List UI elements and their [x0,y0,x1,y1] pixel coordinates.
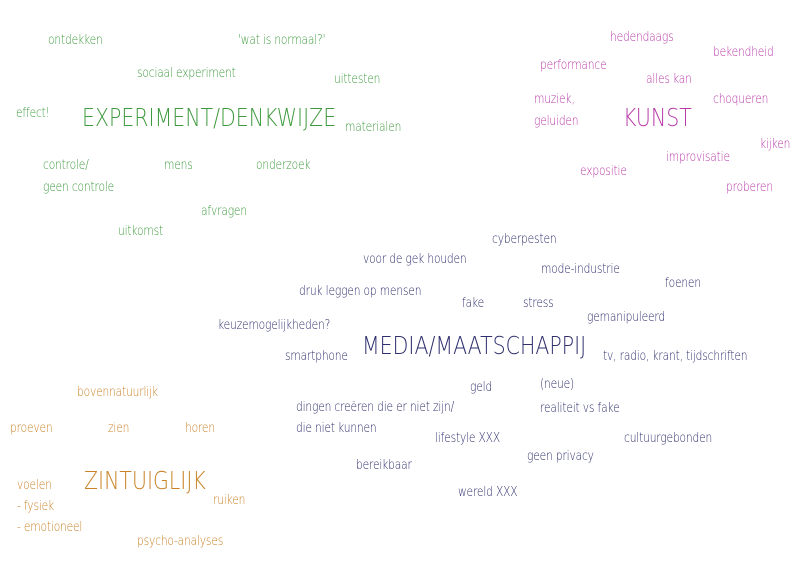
word-die-niet-kunnen: die niet kunnen [296,421,377,436]
word-keuzemogelijkheden: keuzemogelijkheden? [218,318,331,333]
word-afvragen: afvragen [201,204,247,219]
word-fysiek: - fysiek [17,499,55,514]
word-muziek: muziek, [534,92,575,107]
cluster-title-media: MEDIA/MAATSCHAPPIJ [362,331,587,360]
word-geen-controle: geen controle [43,180,115,195]
word-ontdekken: ontdekken [48,33,103,48]
word-bereikbaar: bereikbaar [356,458,412,473]
word-emotioneel: - emotioneel [17,520,83,535]
word-expositie: expositie [580,164,627,179]
word-ruiken: ruiken [213,493,246,508]
cluster-title-kunst: KUNST [623,103,692,132]
word-choqueren: choqueren [713,92,769,107]
word-bovennatuurlijk: bovennatuurlijk [77,385,158,400]
word-cyberpesten: cyberpesten [492,232,557,247]
word-controle: controle/ [43,158,89,173]
word-kijken: kijken [760,137,791,152]
word-gemanipuleerd: gemanipuleerd [587,310,666,325]
word-performance: performance [540,58,607,73]
word-tv-radio-krant: tv, radio, krant, tijdschriften [603,349,748,364]
word-proberen: proberen [726,180,773,195]
cluster-title-experiment: EXPERIMENT/DENKWIJZE [82,103,337,132]
word-mens: mens [164,158,193,173]
word-uittesten: uittesten [334,72,381,87]
word-wat-is-normaal: 'wat is normaal?' [238,33,326,48]
word-geen-privacy: geen privacy [527,449,594,464]
word-uitkomst: uitkomst [118,224,164,239]
word-horen: horen [185,421,215,436]
word-dingen-creeren: dingen creëren die er niet zijn/ [296,400,455,415]
word-cultuurgebonden: cultuurgebonden [624,431,713,446]
word-lifestyle: lifestyle XXX [435,431,500,446]
word-voor-de-gek-houden: voor de gek houden [363,252,467,267]
word-voelen: voelen [17,478,52,493]
word-bekendheid: bekendheid [713,45,774,60]
word-foenen: foenen [665,276,701,291]
word-geluiden: geluiden [534,114,579,129]
cluster-title-zintuiglijk: ZINTUIGLIJK [84,466,206,495]
word-materialen: materialen [345,120,402,135]
word-effect: effect! [16,106,50,121]
word-zien: zien [108,421,130,436]
word-stress: stress [523,296,554,311]
word-hedendaags: hedendaags [610,30,674,45]
word-onderzoek: onderzoek [256,158,311,173]
word-druk-leggen: druk leggen op mensen [299,284,422,299]
word-alles-kan: alles kan [646,72,692,87]
word-realiteit-vs-fake: realiteit vs fake [540,401,620,416]
word-psycho-analyses: psycho-analyses [137,534,224,549]
word-wereld: wereld XXX [458,485,518,500]
word-fake: fake [462,296,484,311]
word-geld: geld [470,380,493,395]
word-improvisatie: improvisatie [666,150,730,165]
word-proeven: proeven [10,421,53,436]
word-neue: (neue) [540,377,574,392]
word-smartphone: smartphone [285,349,348,364]
word-sociaal-experiment: sociaal experiment [137,66,236,81]
word-mode-industrie: mode-industrie [541,262,620,277]
